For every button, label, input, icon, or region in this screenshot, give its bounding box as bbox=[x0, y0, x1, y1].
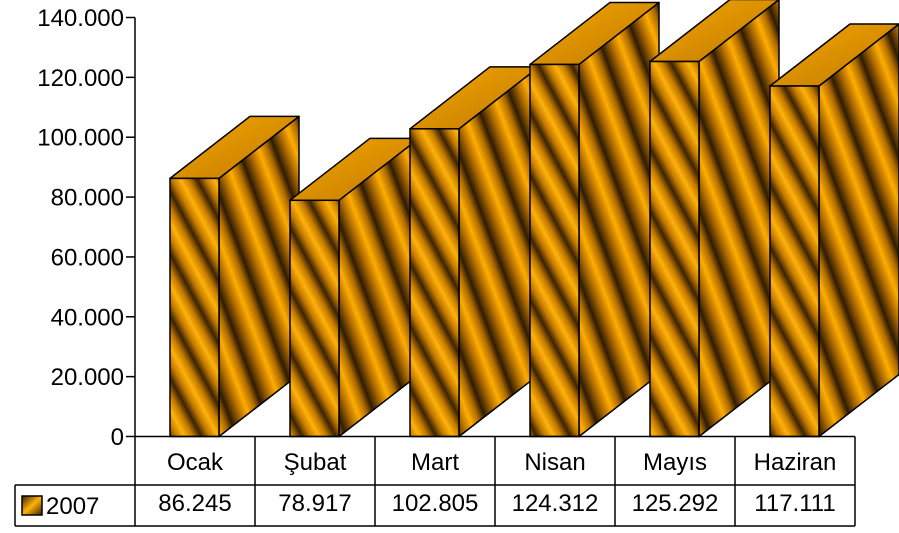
bar-Mayıs bbox=[649, 0, 780, 438]
bar-Şubat bbox=[289, 137, 420, 438]
x-category-label: Nisan bbox=[524, 449, 585, 476]
bars bbox=[169, 0, 899, 438]
x-category-label: Şubat bbox=[284, 449, 347, 476]
y-tick-label: 20.000 bbox=[51, 364, 124, 391]
legend-swatch bbox=[21, 495, 43, 516]
x-category-label: Haziran bbox=[754, 449, 837, 476]
data-value-label: 102.805 bbox=[392, 490, 479, 517]
data-table: Ocak Şubat Mart Nisan Mayıs Haziran 2007 86.245… bbox=[14, 435, 856, 527]
y-tick-label: 80.000 bbox=[51, 185, 124, 212]
bar-Ocak bbox=[169, 115, 300, 438]
bar-Haziran bbox=[769, 23, 899, 438]
x-category-label: Ocak bbox=[167, 449, 224, 476]
bar-front-face bbox=[409, 128, 460, 438]
bar-Mart bbox=[409, 66, 540, 438]
bar-front-face bbox=[769, 85, 820, 438]
data-value-label: 117.111 bbox=[754, 490, 835, 517]
y-tick-label: 60.000 bbox=[51, 244, 124, 271]
y-tick-label: 0 bbox=[111, 424, 124, 451]
bar-front-face bbox=[169, 177, 220, 438]
data-value-label: 86.245 bbox=[158, 490, 231, 517]
bar-side-face bbox=[578, 1, 660, 438]
y-tick-label: 40.000 bbox=[51, 304, 124, 331]
bar-front-face bbox=[529, 63, 580, 438]
data-value-label: 125.292 bbox=[632, 490, 719, 517]
x-category-label: Mayıs bbox=[643, 449, 707, 476]
bar-side-face bbox=[458, 66, 540, 438]
data-value-label: 78.917 bbox=[278, 490, 351, 517]
x-category-label: Mart bbox=[411, 449, 459, 476]
bar-side-face bbox=[818, 23, 899, 438]
bar-Nisan bbox=[529, 1, 660, 438]
y-tick-label: 100.000 bbox=[37, 125, 124, 152]
bar-front-face bbox=[649, 60, 700, 438]
data-value-label: 124.312 bbox=[512, 490, 599, 517]
legend-series-name: 2007 bbox=[46, 493, 99, 520]
y-tick-label: 120.000 bbox=[37, 65, 124, 92]
y-axis: 0 20.000 40.000 60.000 80.000 100.000 120.000 1… bbox=[37, 5, 136, 451]
bar-front-face bbox=[289, 199, 340, 438]
y-tick-label: 140.000 bbox=[37, 5, 124, 32]
bar-side-face bbox=[698, 0, 780, 438]
